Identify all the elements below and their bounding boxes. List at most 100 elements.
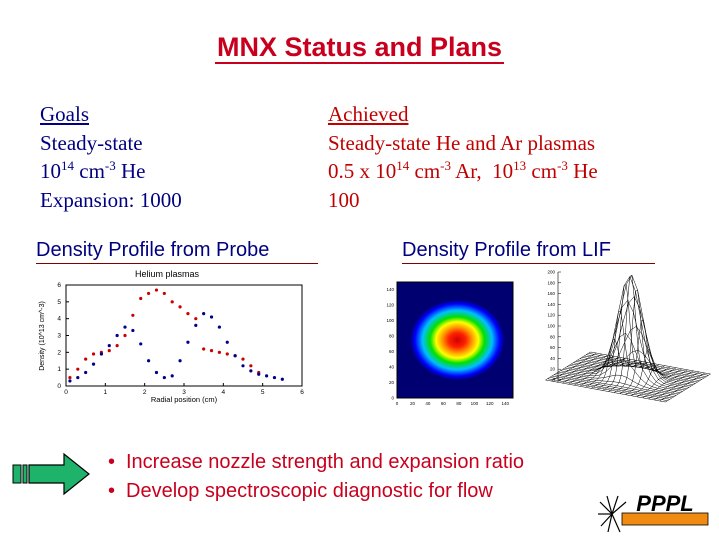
- mesh-line: [577, 359, 698, 383]
- data-point: [194, 317, 198, 321]
- data-point: [186, 340, 190, 344]
- y-tick-label: 120: [386, 303, 394, 308]
- data-point: [194, 323, 198, 327]
- logo-text: PPPL: [636, 491, 693, 516]
- data-point: [123, 333, 127, 338]
- data-point: [209, 349, 214, 353]
- x-tick-label: 120: [486, 401, 494, 406]
- x-tick-label: 80: [456, 401, 462, 406]
- mesh-line: [566, 275, 687, 389]
- y-tick-label: 1: [57, 366, 61, 373]
- data-point: [233, 354, 237, 358]
- plans-item: • Develop spectroscopic diagnostic for fl…: [108, 480, 493, 502]
- data-point: [115, 333, 119, 338]
- mesh-line: [602, 283, 648, 391]
- data-point: [257, 372, 261, 376]
- data-point: [147, 359, 151, 363]
- data-point: [76, 367, 80, 371]
- achieved-line-density: 0.5 x 1014 cm-3 Ar, 1013 cm-3 He: [328, 158, 598, 183]
- data-point: [186, 312, 190, 316]
- lif-heatmap-chart: 0 20 40 60 80 100 120 140 0 20 40 60 80 100 120 140: [386, 281, 514, 406]
- data-point: [107, 344, 111, 348]
- data-point: [178, 359, 182, 363]
- data-point: [107, 349, 111, 353]
- mesh-line: [665, 373, 711, 403]
- y-tick-label: 5: [57, 299, 61, 306]
- data-point: [280, 377, 284, 381]
- data-point: [217, 325, 221, 329]
- data-point: [217, 350, 221, 354]
- data-point: [202, 312, 206, 316]
- data-point: [162, 291, 166, 296]
- y-tick-label: 3: [57, 333, 61, 340]
- mesh-line: [558, 371, 679, 395]
- goals-line-expansion: Expansion: 1000: [40, 187, 182, 212]
- data-point: [147, 291, 151, 296]
- mesh-line: [659, 372, 705, 402]
- data-point: [139, 296, 143, 301]
- y-tick-label: 0: [57, 383, 61, 390]
- z-tick-label: 200: [547, 270, 555, 275]
- x-tick-label: 5: [261, 389, 265, 396]
- data-point: [68, 375, 72, 380]
- z-tick-label: 80: [550, 334, 556, 339]
- data-point: [115, 344, 119, 348]
- x-tick-label: 0: [396, 401, 399, 406]
- x-tick-label: 6: [300, 389, 304, 396]
- data-point: [123, 325, 127, 329]
- plans-item: • Increase nozzle strength and expansion …: [108, 451, 525, 473]
- mesh-line: [588, 353, 709, 376]
- data-point: [241, 364, 245, 368]
- probe-section-heading: Density Profile from Probe: [36, 239, 318, 264]
- x-tick-label: 100: [471, 401, 479, 406]
- data-point: [131, 328, 135, 333]
- lif-section-heading: Density Profile from LIF: [402, 239, 655, 264]
- probe-data-points: [68, 288, 284, 383]
- y-tick-label: 20: [389, 380, 395, 385]
- z-tick-label: 180: [547, 280, 555, 285]
- mesh-line: [562, 332, 683, 392]
- data-point: [84, 370, 88, 375]
- y-tick-label: 60: [389, 349, 395, 354]
- plot-frame: [65, 284, 303, 387]
- data-point: [202, 347, 206, 351]
- data-point: [84, 357, 88, 361]
- mesh-line: [579, 358, 625, 387]
- goals-heading: Goals: [40, 102, 89, 126]
- data-point: [272, 375, 277, 380]
- x-tick-label: 140: [502, 401, 510, 406]
- goals-line-steady: Steady-state: [40, 130, 143, 155]
- goals-line-density: 1014 cm-3 He: [40, 158, 146, 183]
- mesh-line: [545, 351, 591, 381]
- z-tick-label: 40: [550, 356, 556, 361]
- mesh-line: [547, 378, 668, 401]
- y-tick-label: 40: [389, 365, 395, 370]
- data-point: [209, 315, 214, 319]
- x-axis-label: Radial position (cm): [151, 395, 218, 404]
- data-point: [265, 374, 269, 378]
- achieved-line-plasmas: Steady-state He and Ar plasmas: [328, 130, 596, 155]
- data-point: [249, 369, 253, 373]
- chart-title: Helium plasmas: [135, 269, 200, 279]
- data-point: [99, 352, 103, 356]
- data-point: [178, 305, 182, 309]
- data-point: [170, 374, 174, 378]
- y-tick-label: 80: [389, 334, 395, 339]
- plans-list: • Increase nozzle strength and expansion …: [108, 448, 524, 506]
- x-tick-label: 2: [143, 389, 147, 396]
- achieved-block: Achieved Steady-state He and Ar plasmas …: [328, 100, 598, 214]
- achieved-line-expansion: 100: [328, 187, 360, 212]
- mesh-line: [648, 370, 694, 400]
- x-tick-label: 20: [410, 401, 416, 406]
- data-point: [139, 342, 143, 346]
- mesh-line: [596, 310, 643, 390]
- x-tick-label: 4: [222, 389, 226, 396]
- z-tick-label: 120: [547, 313, 555, 318]
- data-point: [91, 352, 96, 356]
- x-tick-label: 1: [104, 389, 108, 396]
- mesh-line: [551, 375, 672, 399]
- x-tick-label: 40: [425, 401, 431, 406]
- y-tick-label: 0: [391, 396, 394, 401]
